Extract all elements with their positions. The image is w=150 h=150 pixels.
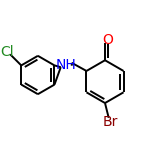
Text: O: O — [102, 33, 113, 47]
Text: NH: NH — [56, 58, 76, 72]
Text: Br: Br — [102, 115, 118, 129]
Text: Cl: Cl — [1, 45, 14, 59]
